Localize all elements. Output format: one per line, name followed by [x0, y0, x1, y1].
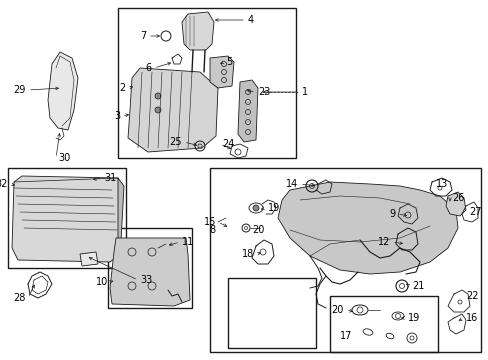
Text: 17: 17	[339, 331, 352, 341]
Text: 3: 3	[114, 111, 120, 121]
Circle shape	[155, 93, 161, 99]
Polygon shape	[445, 192, 465, 216]
Bar	[227, 278, 315, 348]
Text: 19: 19	[407, 313, 419, 323]
Text: 19: 19	[267, 203, 280, 213]
Polygon shape	[278, 182, 457, 274]
Text: 26: 26	[451, 193, 464, 203]
Polygon shape	[12, 176, 122, 262]
Bar	[118, 8, 295, 158]
Polygon shape	[48, 52, 78, 130]
Text: 11: 11	[182, 237, 194, 247]
Text: 23: 23	[258, 87, 270, 97]
Text: 22: 22	[465, 291, 478, 301]
Text: 24: 24	[222, 139, 234, 149]
Polygon shape	[118, 178, 124, 260]
Text: 1: 1	[302, 87, 307, 97]
Polygon shape	[209, 56, 234, 88]
Circle shape	[155, 107, 161, 113]
Text: 27: 27	[468, 207, 481, 217]
Text: 28: 28	[14, 293, 26, 303]
Text: 5: 5	[225, 57, 232, 67]
Text: 13: 13	[435, 179, 447, 189]
Text: 7: 7	[140, 31, 146, 41]
Bar	[209, 168, 480, 352]
Polygon shape	[182, 12, 214, 50]
Text: 6: 6	[145, 63, 152, 73]
Circle shape	[252, 205, 259, 211]
Text: 12: 12	[377, 237, 389, 247]
Polygon shape	[238, 80, 258, 142]
Text: 33: 33	[140, 275, 152, 285]
Text: 30: 30	[58, 153, 70, 163]
Text: 18: 18	[241, 249, 253, 259]
Text: 15: 15	[203, 217, 216, 227]
Text: 31: 31	[104, 173, 116, 183]
Bar	[108, 228, 192, 308]
Text: 29: 29	[14, 85, 26, 95]
Text: 10: 10	[96, 277, 108, 287]
Text: 2: 2	[120, 83, 126, 93]
Bar	[8, 168, 126, 268]
Text: 21: 21	[411, 281, 424, 291]
Text: 25: 25	[169, 137, 182, 147]
Text: 32: 32	[0, 179, 8, 189]
Bar	[329, 296, 437, 352]
Text: 20: 20	[331, 305, 343, 315]
Text: 9: 9	[388, 209, 394, 219]
Polygon shape	[80, 252, 98, 266]
Text: 14: 14	[285, 179, 297, 189]
Text: 8: 8	[209, 225, 216, 235]
Polygon shape	[110, 238, 190, 306]
Text: 16: 16	[465, 313, 477, 323]
Polygon shape	[128, 68, 218, 152]
Text: 4: 4	[247, 15, 254, 25]
Text: 20: 20	[251, 225, 264, 235]
